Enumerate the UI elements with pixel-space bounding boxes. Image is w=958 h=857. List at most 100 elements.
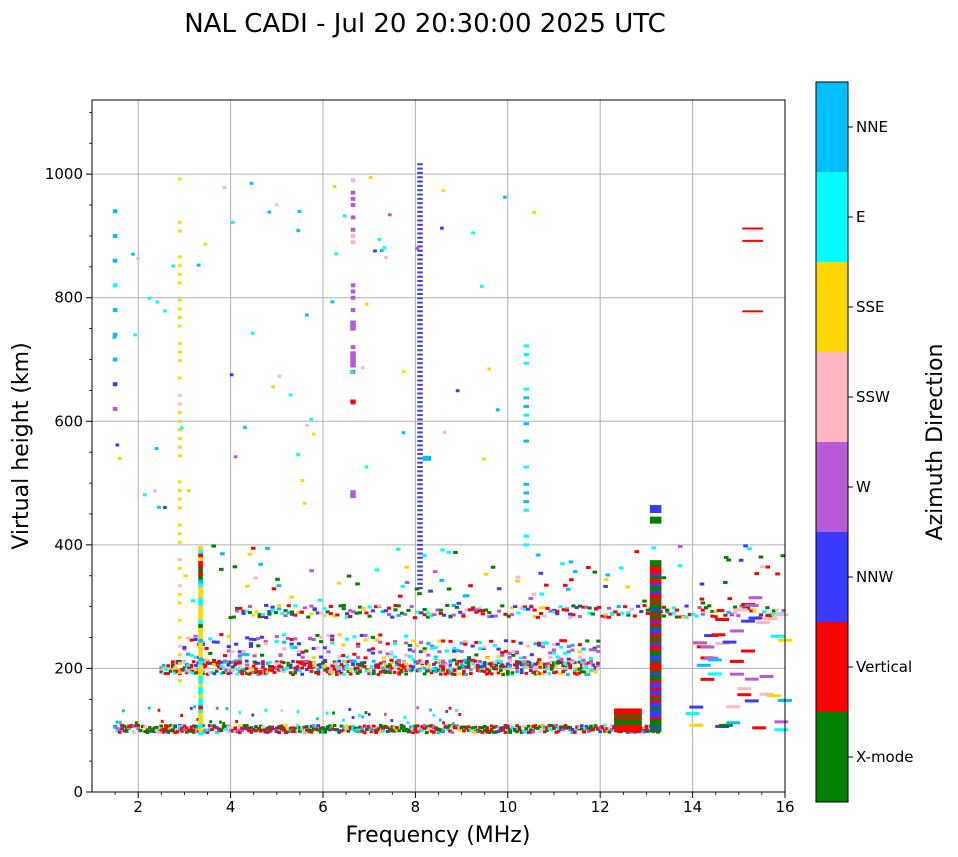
echo-mark [417, 305, 423, 308]
echo-mark [529, 730, 533, 734]
echo-mark [457, 659, 462, 663]
echo-mark [475, 730, 480, 734]
echo-mark [515, 575, 521, 579]
echo-mark [417, 504, 423, 507]
echo-mark [727, 597, 733, 601]
echo-mark [417, 366, 423, 369]
echo-mark [500, 663, 505, 667]
echo-mark [291, 729, 295, 733]
echo-mark [733, 611, 738, 615]
echo-mark [508, 666, 512, 670]
echo-mark [606, 615, 612, 619]
echo-mark [768, 615, 773, 619]
echo-mark [468, 668, 473, 672]
echo-mark [677, 564, 683, 568]
echo-mark [649, 666, 662, 671]
echo-mark [474, 653, 479, 657]
echo-mark [264, 708, 268, 712]
echo-mark [417, 241, 423, 244]
echo-mark [649, 607, 662, 612]
echo-mark [603, 578, 609, 582]
echo-mark [319, 635, 324, 639]
echo-mark [160, 719, 164, 723]
echo-mark [649, 567, 662, 572]
echo-mark [563, 651, 568, 655]
echo-mark [392, 640, 398, 644]
echo-mark [649, 619, 662, 624]
echo-mark [518, 661, 523, 665]
echo-mark [522, 607, 527, 611]
echo-mark [503, 665, 508, 669]
echo-mark [153, 489, 157, 493]
echo-mark [164, 729, 168, 733]
echo-mark [321, 726, 325, 730]
echo-mark [523, 482, 530, 486]
echo-mark [367, 724, 372, 728]
echo-mark [258, 669, 263, 673]
echo-mark [614, 718, 642, 723]
echo-mark [537, 641, 542, 645]
echo-mark [542, 730, 547, 734]
echo-mark [318, 730, 323, 734]
echo-mark [198, 594, 203, 599]
y-tick-label: 0 [73, 783, 83, 801]
echo-mark [247, 726, 251, 730]
echo-mark [302, 725, 307, 729]
echo-mark [496, 726, 501, 730]
echo-mark [256, 672, 261, 676]
echo-mark [367, 712, 371, 716]
echo-mark [417, 565, 423, 568]
echo-mark [408, 725, 413, 729]
echo-mark [344, 663, 350, 667]
echo-mark [341, 728, 346, 732]
echo-mark [519, 671, 524, 675]
echo-mark [775, 572, 780, 576]
echo-mark [261, 728, 265, 732]
echo-mark [774, 728, 789, 732]
echo-mark [234, 609, 240, 613]
echo-mark [112, 382, 118, 387]
echo-mark [685, 712, 700, 716]
echo-mark [171, 660, 175, 664]
echo-mark [584, 727, 589, 731]
echo-mark [700, 645, 715, 649]
echo-mark [677, 544, 683, 548]
echo-mark [444, 649, 449, 653]
echo-mark [390, 729, 395, 733]
echo-mark [752, 726, 767, 730]
echo-mark [482, 663, 487, 667]
echo-mark [317, 598, 323, 602]
echo-mark [649, 562, 662, 567]
echo-mark [346, 670, 351, 674]
echo-mark [417, 582, 423, 585]
echo-mark [350, 320, 356, 331]
echo-mark [422, 455, 432, 461]
echo-mark [507, 659, 512, 663]
echo-mark [575, 725, 579, 729]
echo-mark [342, 214, 347, 218]
echo-mark [193, 655, 198, 659]
echo-mark [555, 655, 560, 659]
echo-mark [540, 645, 545, 649]
echo-mark [120, 723, 124, 727]
echo-mark [265, 670, 270, 674]
echo-mark [175, 669, 180, 673]
echo-mark [522, 656, 527, 660]
echo-mark [529, 605, 534, 609]
echo-mark [718, 723, 733, 727]
echo-mark [478, 669, 482, 673]
echo-mark [533, 726, 538, 730]
echo-mark [592, 570, 598, 574]
echo-mark [455, 389, 460, 393]
echo-mark [316, 667, 321, 671]
echo-mark [515, 666, 519, 670]
echo-mark [256, 670, 261, 674]
echo-mark [649, 641, 662, 646]
echo-mark [198, 664, 203, 669]
echo-mark [533, 672, 538, 676]
echo-mark [501, 728, 506, 732]
echo-mark [369, 730, 374, 734]
echo-mark [413, 729, 418, 733]
echo-mark [249, 726, 254, 730]
echo-mark [319, 611, 324, 615]
